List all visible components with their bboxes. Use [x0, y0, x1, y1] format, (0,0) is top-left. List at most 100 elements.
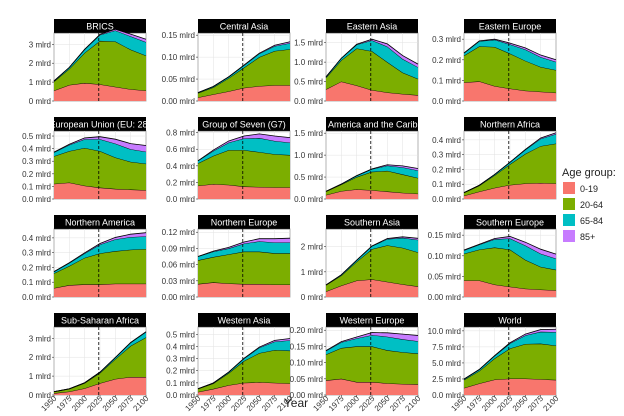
area-65-84	[326, 40, 418, 79]
y-tick-label: 1.0 mlrd	[294, 58, 323, 67]
y-tick-label: 0.05 mlrd	[162, 75, 195, 84]
area-20-64	[464, 247, 556, 291]
y-tick-label: 0.00 mlrd	[162, 97, 195, 106]
area-20-64	[464, 343, 556, 388]
panel-9: Northern America 0.0 mlrd 0.1 mlrd 0.2 mlrd…	[22, 215, 147, 302]
y-tick-label: 3 mlrd	[29, 40, 51, 49]
y-tick-label: 0.5 mlrd	[294, 78, 323, 87]
y-tick-label: 0.09 mlrd	[162, 244, 195, 253]
panel-16: World 0.0 mlrd 2.5 mlrd 5.0 mlrd 7.5 mlrd 10.…	[428, 313, 561, 413]
area-20-64	[198, 49, 290, 98]
series-line-85+	[325, 236, 419, 286]
x-tick-label: 2025	[85, 394, 104, 413]
y-tick-label: 0.0 mlrd	[22, 293, 51, 302]
area-20-64	[198, 150, 290, 188]
area-20-64	[198, 350, 290, 392]
panel-strip	[326, 19, 418, 33]
y-tick-label: 0.2 mlrd	[432, 56, 461, 65]
area-65-84	[326, 165, 418, 192]
x-tick-label: 2000	[342, 394, 361, 413]
series-line-85+	[197, 41, 291, 94]
y-tick-label: 0.5 mlrd	[22, 132, 51, 141]
area-65-84	[198, 340, 290, 389]
y-tick-label: 0.4 mlrd	[22, 234, 51, 243]
panel-title: Northern Africa	[480, 120, 540, 130]
panel-strip	[464, 215, 556, 229]
series-line-85+	[197, 338, 291, 390]
y-tick-label: 2 mlrd	[29, 59, 51, 68]
x-tick-label: 2100	[541, 394, 560, 413]
area-0-19	[54, 83, 146, 101]
area-20-64	[326, 245, 418, 292]
x-tick-label: 2050	[245, 394, 264, 413]
x-tick-label: 2000	[480, 394, 499, 413]
series-line-85+	[463, 236, 557, 255]
area-85+	[198, 238, 290, 257]
panel-strip	[54, 215, 146, 229]
area-0-19	[464, 183, 556, 199]
panel-strip	[326, 313, 418, 327]
area-85+	[54, 136, 146, 153]
y-tick-label: 0.3 mlrd	[22, 157, 51, 166]
y-tick-label: 0.10 mlrd	[290, 359, 323, 368]
panel-strip	[198, 19, 290, 33]
y-tick-label: 2 mlrd	[301, 243, 323, 252]
area-0-19	[326, 189, 418, 199]
y-tick-label: 0.00 mlrd	[290, 391, 323, 400]
y-tick-label: 1.5 mlrd	[294, 39, 323, 48]
y-tick-label: 0.1 mlrd	[166, 379, 195, 388]
y-tick-label: 1 mlrd	[301, 268, 323, 277]
x-tick-label: 2000	[214, 394, 233, 413]
legend-title: Age group:	[562, 167, 616, 179]
y-tick-label: 1.5 mlrd	[294, 129, 323, 138]
area-0-19	[198, 85, 290, 101]
area-65-84	[464, 39, 556, 71]
x-tick-label: 2050	[511, 394, 530, 413]
y-tick-label: 1.0 mlrd	[294, 151, 323, 160]
legend-swatch	[563, 182, 575, 194]
area-0-19	[326, 81, 418, 101]
x-tick-label: 1975	[465, 394, 484, 413]
x-tick-label: 2025	[495, 394, 514, 413]
y-tick-label: 0.06 mlrd	[162, 261, 195, 270]
y-tick-label: 0.2 mlrd	[432, 165, 461, 174]
area-65-84	[54, 30, 146, 82]
y-tick-label: 0.03 mlrd	[162, 277, 195, 286]
area-85+	[326, 164, 418, 192]
series-line-85+	[197, 133, 291, 162]
panel-strip	[326, 117, 418, 131]
panel-title: Group of Seven (G7)	[202, 120, 286, 130]
y-tick-label: 0.20 mlrd	[290, 326, 323, 335]
area-65-84	[326, 237, 418, 286]
panel-title: Northern Europe	[211, 218, 278, 228]
y-tick-label: 0.4 mlrd	[432, 136, 461, 145]
area-0-19	[464, 378, 556, 395]
x-tick-label: 1975	[55, 394, 74, 413]
legend-label: 85+	[580, 232, 595, 242]
legend-swatch	[563, 214, 575, 226]
area-20-64	[326, 48, 418, 96]
panel-strip	[464, 117, 556, 131]
series-line-85+	[53, 136, 147, 153]
panel-6: Group of Seven (G7) 0.0 mlrd 0.2 mlrd 0.4 m…	[166, 117, 291, 204]
area-65-84	[198, 241, 290, 261]
series-line-85+	[53, 28, 147, 82]
y-tick-label: 0.05 mlrd	[428, 272, 461, 281]
area-0-19	[54, 377, 146, 395]
panel-2: Central Asia 0.00 mlrd 0.05 mlrd 0.10 mlrd 0…	[162, 19, 291, 106]
y-tick-label: 10.0 mlrd	[428, 327, 461, 336]
area-20-64	[54, 248, 146, 289]
series-line-85+	[463, 38, 557, 61]
panel-title: Latin America and the Caribbean	[306, 120, 437, 130]
series-line-85+	[53, 331, 147, 393]
area-65-84	[464, 238, 556, 270]
y-tick-label: 0.1 mlrd	[22, 182, 51, 191]
x-tick-label: 2100	[131, 394, 150, 413]
panel-title: Southern Europe	[476, 218, 544, 228]
x-tick-label: 2075	[526, 394, 545, 413]
y-tick-label: 0 mlrd	[301, 293, 323, 302]
y-tick-label: 0.0 mlrd	[166, 391, 195, 400]
area-65-84	[198, 43, 290, 94]
y-tick-label: 0.3 mlrd	[166, 355, 195, 364]
